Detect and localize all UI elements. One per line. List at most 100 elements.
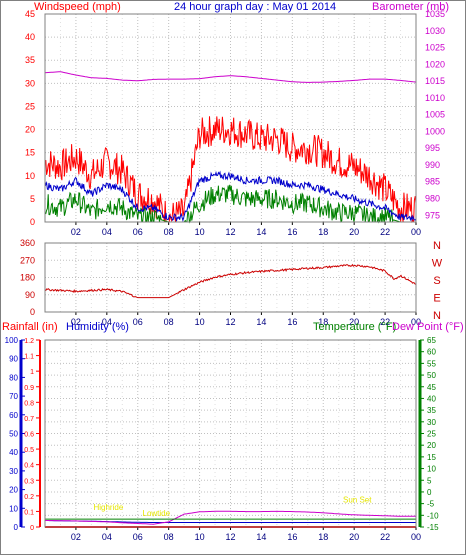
x-tick-label-wind: 16 [287, 227, 297, 237]
x-tick-label-direction: 12 [225, 317, 235, 327]
windspeed-tick-label: 35 [25, 55, 35, 65]
x-tick-label-direction: 02 [71, 317, 81, 327]
temperature-axis-label: Temperature (°F) [313, 321, 396, 333]
windspeed-tick-label: 30 [25, 78, 35, 88]
wind-panel-frame [44, 13, 417, 223]
rain-panel-frame [44, 339, 417, 528]
windspeed-tick-label: 25 [25, 101, 35, 111]
x-tick-label-rain: 20 [349, 532, 359, 542]
humidity-tick-label: 40 [9, 448, 18, 457]
dewpoint-axis-label: Dew Point (°F) [392, 321, 464, 333]
x-tick-label-rain: 04 [102, 532, 112, 542]
barometer-tick-label: 1030 [425, 26, 445, 36]
direction-tick-label: 0 [30, 307, 35, 317]
compass-label: S [433, 275, 440, 287]
x-tick-label-direction: 06 [133, 317, 143, 327]
x-tick-label-wind: 20 [349, 227, 359, 237]
direction-tick-label: 360 [20, 238, 35, 248]
temperature-tick-label: -10 [427, 511, 439, 520]
x-tick-label-direction: 00 [411, 317, 421, 327]
temperature-tick-label: 65 [427, 336, 436, 345]
temperature-tick-label: 50 [427, 371, 436, 380]
temperature-tick-label: 25 [427, 430, 436, 439]
humidity-axis-label: Humidity (%) [66, 321, 129, 333]
humidity-tick-label: 90 [9, 355, 18, 364]
temperature-tick-label: 30 [427, 418, 436, 427]
barometer-series [44, 71, 417, 83]
barometer-tick-label: 985 [425, 177, 440, 187]
direction-panel-frame [44, 242, 417, 313]
axis-layer: 0510152025303540459759809859909951000100… [5, 9, 445, 542]
rainfall-tick-label: 1.2 [24, 338, 34, 345]
x-tick-label-rain: 14 [256, 532, 266, 542]
barometer-axis-label: Barometer (mb) [372, 1, 449, 13]
barometer-tick-label: 1025 [425, 43, 445, 53]
rainfall-tick-label: 0.4 [24, 463, 34, 470]
barometer-tick-label: 1005 [425, 110, 445, 120]
rainfall-tick-label: 1.1 [24, 354, 34, 361]
x-tick-label-rain: 08 [164, 532, 174, 542]
x-tick-label-wind: 04 [102, 227, 112, 237]
barometer-tick-label: 1000 [425, 126, 445, 136]
x-tick-label-rain: 02 [71, 532, 81, 542]
temperature-tick-label: 0 [427, 488, 432, 497]
barometer-tick-label: 1010 [425, 93, 445, 103]
rainfall-tick-label: 0.5 [24, 447, 34, 454]
windspeed-tick-label: 20 [25, 125, 35, 135]
temperature-tick-label: 10 [427, 465, 436, 474]
x-tick-label-direction: 22 [380, 317, 390, 327]
x-tick-label-wind: 12 [225, 227, 235, 237]
barometer-tick-label: 990 [425, 160, 440, 170]
x-tick-label-rain: 00 [411, 532, 421, 542]
rainfall-tick-label: 0.3 [24, 478, 34, 485]
rainfall-tick-label: 0.7 [24, 416, 34, 423]
x-tick-label-direction: 20 [349, 317, 359, 327]
wind-direction-series [44, 263, 417, 299]
dewpoint-series [45, 510, 416, 525]
rainfall-tick-label: 0.6 [24, 432, 34, 439]
x-tick-label-rain: 18 [318, 532, 328, 542]
direction-tick-label: 180 [20, 273, 35, 283]
x-tick-label-wind: 18 [318, 227, 328, 237]
windspeed-tick-label: 15 [25, 148, 35, 158]
windspeed-tick-label: 45 [25, 9, 35, 19]
temperature-tick-label: 40 [427, 394, 436, 403]
barometer-tick-label: 1015 [425, 76, 445, 86]
temperature-tick-label: 5 [427, 476, 432, 485]
humidity-tick-label: 50 [9, 430, 18, 439]
temperature-tick-label: 15 [427, 453, 436, 462]
humidity-tick-label: 60 [9, 411, 18, 420]
tide-annotation: Highride [93, 503, 123, 512]
barometer-tick-label: 1020 [425, 59, 445, 69]
rainfall-tick-label: 1 [30, 369, 34, 376]
x-tick-label-rain: 16 [287, 532, 297, 542]
x-tick-label-direction: 08 [164, 317, 174, 327]
x-tick-label-rain: 12 [225, 532, 235, 542]
temperature-tick-label: 35 [427, 406, 436, 415]
rainfall-tick-label: 0.1 [24, 509, 34, 516]
rainfall-axis-label: Rainfall (in) [2, 321, 58, 333]
rainfall-tick-label: 0.8 [24, 400, 34, 407]
x-tick-label-direction: 10 [195, 317, 205, 327]
x-tick-label-direction: 14 [256, 317, 266, 327]
humidity-tick-label: 70 [9, 392, 18, 401]
temperature-tick-label: -15 [427, 523, 439, 532]
x-tick-label-wind: 08 [164, 227, 174, 237]
humidity-tick-label: 0 [14, 523, 19, 532]
x-tick-label-direction: 04 [102, 317, 112, 327]
compass-label: N [433, 240, 441, 252]
x-tick-label-direction: 18 [318, 317, 328, 327]
x-tick-label-rain: 22 [380, 532, 390, 542]
temperature-tick-label: 20 [427, 441, 436, 450]
x-tick-label-wind: 14 [256, 227, 266, 237]
humidity-tick-label: 100 [5, 336, 19, 345]
humidity-tick-label: 80 [9, 373, 18, 382]
rainfall-tick-label: 0.2 [24, 494, 34, 501]
barometer-tick-label: 980 [425, 194, 440, 204]
wind-average-series [44, 170, 417, 223]
windspeed-tick-label: 5 [30, 194, 35, 204]
x-tick-label-direction: 16 [287, 317, 297, 327]
humidity-tick-label: 10 [9, 504, 18, 513]
humidity-tick-label: 20 [9, 486, 18, 495]
